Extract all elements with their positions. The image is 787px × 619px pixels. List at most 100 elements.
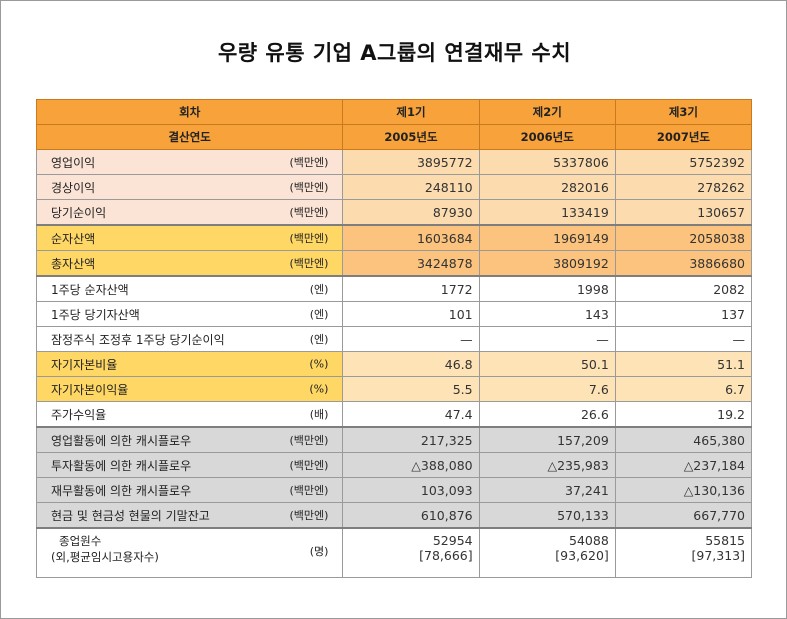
row-label: 투자활동에 의한 캐시플로우	[51, 458, 192, 473]
page-title: 우량 유통 기업 A그룹의 연결재무 수치	[217, 41, 572, 65]
value-cell: 130657	[614, 199, 753, 226]
row-unit: (백만엔)	[289, 206, 329, 219]
value-cell: 465,380	[614, 426, 753, 453]
table-row: 투자활동에 의한 캐시플로우 (백만엔) △388,080 △235,983 △237,…	[35, 452, 753, 478]
table-row: 영업활동에 의한 캐시플로우 (백만엔) 217,325 157,209 465,380	[35, 426, 753, 453]
temporary-employee-count: [78,666]	[419, 548, 473, 563]
value-cell: 5.5	[342, 376, 480, 402]
value-cell: 3424878	[342, 250, 480, 277]
header-year-1: 2005년도	[342, 124, 480, 150]
table-row: 영업이익 (백만엔) 3895772 5337806 5752392	[35, 149, 753, 175]
value-cell: —	[614, 326, 753, 352]
value-cell: —	[342, 326, 480, 352]
header-year-2: 2006년도	[478, 124, 616, 150]
value-cell: 3886680	[614, 250, 753, 277]
employee-count: 55815	[705, 533, 745, 548]
row-label-cell: 당기순이익 (백만엔)	[35, 199, 344, 226]
row-unit: (백만엔)	[289, 484, 329, 497]
row-unit: (백만엔)	[289, 434, 329, 447]
row-label-cell: 종업원수 (외,평균임시고용자수) (명)	[35, 527, 344, 578]
value-cell: 87930	[342, 199, 480, 226]
row-label: 경상이익	[51, 180, 96, 195]
value-cell: 47.4	[342, 401, 480, 428]
row-label-cell: 순자산액 (백만엔)	[35, 224, 344, 251]
row-label-cell: 재무활동에 의한 캐시플로우 (백만엔)	[35, 477, 344, 503]
row-label: 현금 및 현금성 현물의 기말잔고	[51, 508, 210, 523]
header-year-label: 결산연도	[35, 124, 344, 150]
row-label: 순자산액	[51, 231, 96, 246]
row-label-cell: 주가수익율 (배)	[35, 401, 344, 428]
value-cell: 133419	[478, 199, 616, 226]
value-cell: 2058038	[614, 224, 753, 251]
row-label: 영업활동에 의한 캐시플로우	[51, 433, 192, 448]
row-label-cell: 1주당 순자산액 (엔)	[35, 275, 344, 302]
row-label-cell: 총자산액 (백만엔)	[35, 250, 344, 277]
value-cell: 46.8	[342, 351, 480, 377]
value-cell: △130,136	[614, 477, 753, 503]
value-cell: 1772	[342, 275, 480, 302]
temporary-employee-count: [97,313]	[691, 548, 746, 563]
row-label-cell: 현금 및 현금성 현물의 기말잔고 (백만엔)	[35, 502, 344, 529]
row-unit: (배)	[309, 408, 329, 421]
value-cell: 55815 [97,313]	[614, 527, 753, 578]
table-row: 경상이익 (백만엔) 248110 282016 278262	[35, 174, 753, 200]
table-row: 1주당 당기자산액 (엔) 101 143 137	[35, 301, 753, 327]
row-label: 1주당 당기자산액	[51, 307, 140, 322]
value-cell: 5337806	[478, 149, 616, 175]
row-label: 총자산액	[51, 256, 96, 271]
value-cell: 26.6	[478, 401, 616, 428]
value-cell: 1969149	[478, 224, 616, 251]
temporary-employee-count: [93,620]	[555, 548, 609, 563]
table-row: 자기자본이익율 (%) 5.5 7.6 6.7	[35, 376, 753, 402]
value-cell: 3809192	[478, 250, 616, 277]
table-row: 자기자본비율 (%) 46.8 50.1 51.1	[35, 351, 753, 377]
header-period-label: 회차	[35, 99, 344, 125]
row-unit: (백만엔)	[289, 509, 329, 522]
row-label-cell: 1주당 당기자산액 (엔)	[35, 301, 344, 327]
value-cell: 137	[614, 301, 753, 327]
table-row: 잠정주식 조정후 1주당 당기순이익 (엔) — — —	[35, 326, 753, 352]
value-cell: 6.7	[614, 376, 753, 402]
value-cell: 282016	[478, 174, 616, 200]
header-row-period: 회차 제1기 제2기 제3기	[35, 99, 753, 125]
value-cell: 54088 [93,620]	[478, 527, 616, 578]
value-cell: △388,080	[342, 452, 480, 478]
value-cell: 217,325	[342, 426, 480, 453]
header-year-3: 2007년도	[614, 124, 753, 150]
row-label: 당기순이익	[51, 205, 107, 220]
value-cell: 103,093	[342, 477, 480, 503]
table-row-employees: 종업원수 (외,평균임시고용자수) (명) 52954 [78,666] 54088 [93…	[35, 527, 753, 578]
financial-table: 회차 제1기 제2기 제3기 결산연도 2005년도 2006년도 2007년도…	[35, 99, 753, 578]
row-unit: (엔)	[309, 333, 329, 346]
value-cell: 570,133	[478, 502, 616, 529]
row-unit: (%)	[309, 382, 329, 396]
row-label: 자기자본비율	[51, 357, 118, 372]
table-row: 주가수익율 (배) 47.4 26.6 19.2	[35, 401, 753, 428]
table-row: 현금 및 현금성 현물의 기말잔고 (백만엔) 610,876 570,133 667,…	[35, 502, 753, 529]
row-sublabel: (외,평균임시고용자수)	[51, 550, 159, 564]
row-label: 영업이익	[51, 155, 96, 170]
employee-count: 54088	[569, 533, 609, 548]
value-cell: 248110	[342, 174, 480, 200]
employee-count: 52954	[432, 533, 473, 548]
value-cell: 52954 [78,666]	[342, 527, 480, 578]
row-unit: (엔)	[309, 308, 329, 321]
row-label: 잠정주식 조정후 1주당 당기순이익	[51, 332, 225, 347]
row-unit: (%)	[309, 357, 329, 371]
row-label-cell: 경상이익 (백만엔)	[35, 174, 344, 200]
row-unit: (백만엔)	[289, 156, 329, 169]
table-row: 1주당 순자산액 (엔) 1772 1998 2082	[35, 275, 753, 302]
value-cell: 51.1	[614, 351, 753, 377]
table-row: 총자산액 (백만엔) 3424878 3809192 3886680	[35, 250, 753, 277]
row-unit: (백만엔)	[289, 459, 329, 472]
value-cell: —	[478, 326, 616, 352]
row-label-cell: 투자활동에 의한 캐시플로우 (백만엔)	[35, 452, 344, 478]
value-cell: 50.1	[478, 351, 616, 377]
value-cell: 143	[478, 301, 616, 327]
value-cell: 2082	[614, 275, 753, 302]
row-label: 자기자본이익율	[51, 382, 129, 397]
row-label: 1주당 순자산액	[51, 282, 129, 297]
value-cell: 610,876	[342, 502, 480, 529]
value-cell: 1603684	[342, 224, 480, 251]
